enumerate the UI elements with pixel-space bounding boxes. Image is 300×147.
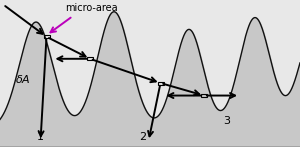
Text: Surface
micro-area: Surface micro-area [50,0,118,32]
Text: $\delta A$: $\delta A$ [15,73,30,85]
Text: 1: 1 [37,132,44,142]
Text: 3: 3 [223,116,230,126]
Text: 2: 2 [139,132,146,142]
